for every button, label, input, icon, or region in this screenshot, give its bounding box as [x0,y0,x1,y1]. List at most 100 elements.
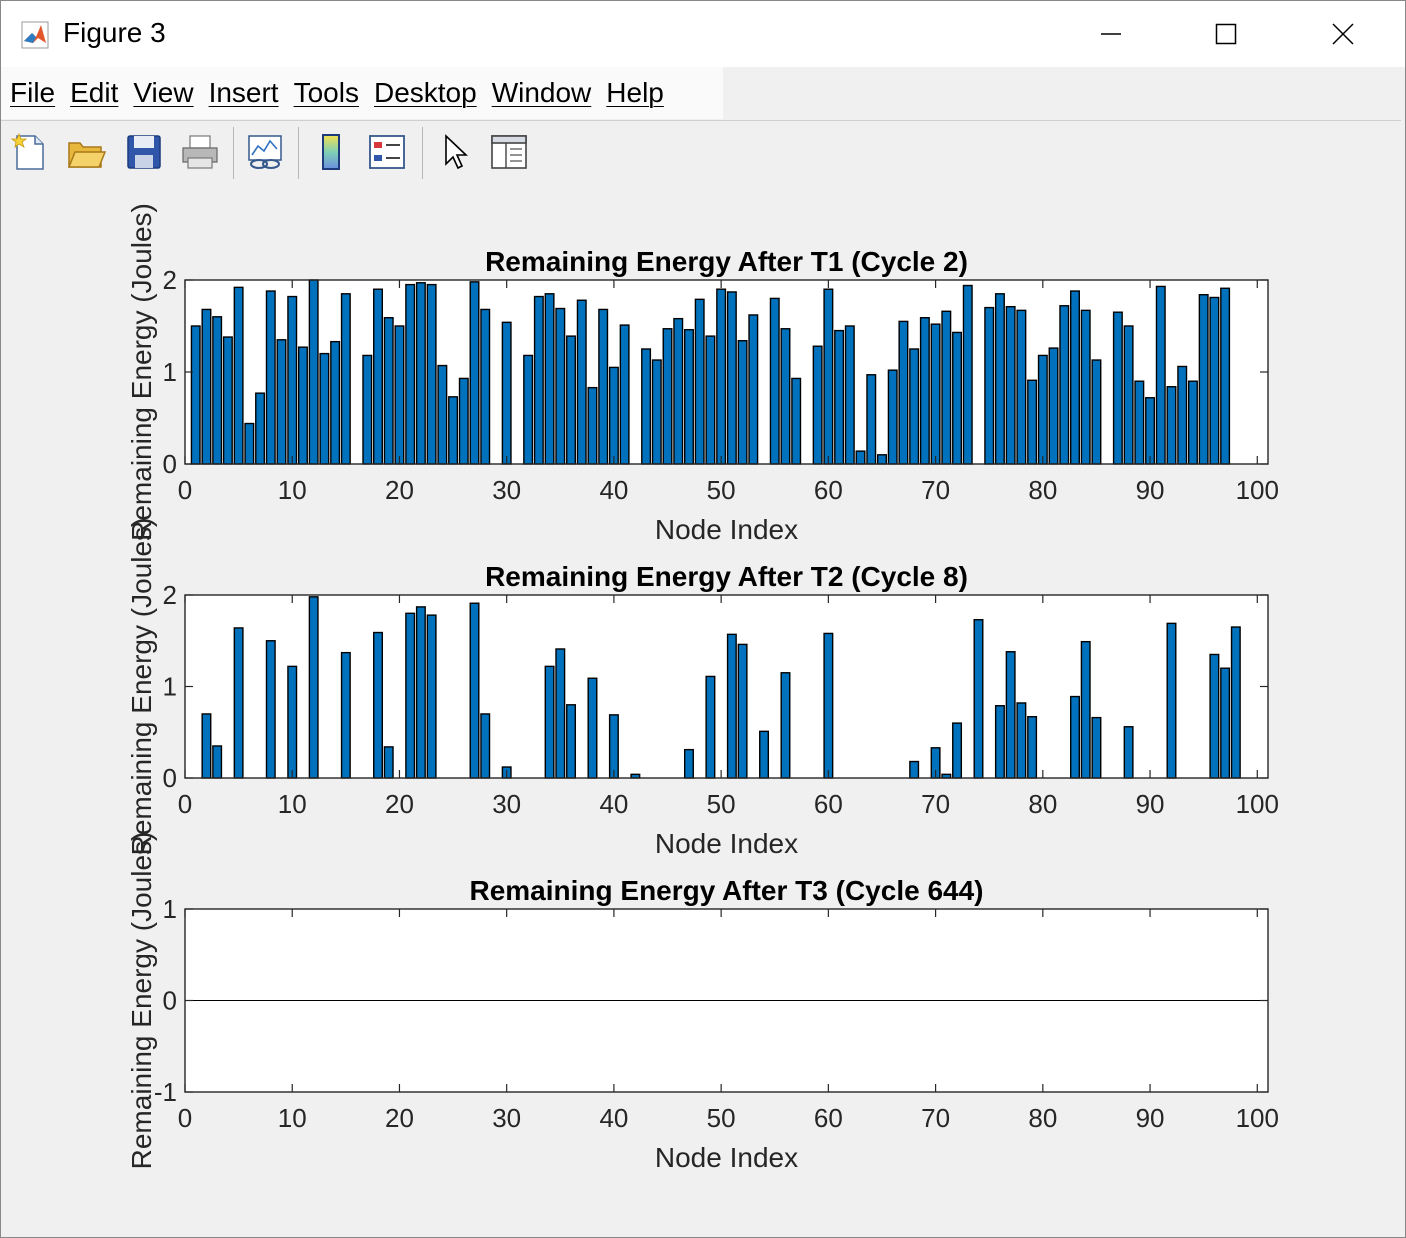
y-tick-label: 0 [163,763,177,793]
bar-node-76 [994,705,1005,779]
bar-node-23 [426,283,437,465]
bar-node-70 [930,323,941,465]
figure-canvas: 0 10 20 30 40 50 60 70 80 90 100 0 1 2 Remaining Energ… [1,183,1403,1233]
x-tick-label: 60 [814,475,843,505]
bar-node-36 [566,704,577,779]
x-tick-label: 90 [1136,1103,1165,1133]
bar-node-46 [673,317,684,465]
bar-node-38 [587,677,598,779]
bar-node-97 [1220,287,1231,465]
x-tick-label: 40 [599,1103,628,1133]
save-icon[interactable] [123,131,165,173]
bar-node-36 [566,335,577,465]
bar-node-68 [909,348,920,465]
bar-node-37 [576,299,587,465]
bar-node-13 [319,352,330,465]
menu-bar: File Edit View Insert Tools Desktop Wind… [1,67,1405,168]
bar-node-84 [1080,309,1091,465]
bar-node-49 [705,335,716,465]
bar-node-69 [919,317,930,465]
menu-tools[interactable]: Tools [293,77,359,108]
bar-node-43 [641,348,652,465]
bar-node-78 [1016,702,1027,779]
link-plot-icon[interactable] [244,131,286,173]
menu-insert[interactable]: Insert [208,77,279,108]
bar-node-83 [1070,695,1080,779]
edit-plot-arrow-icon[interactable] [435,131,477,173]
x-tick-label: 60 [814,789,843,819]
bar-node-11 [297,346,308,465]
x-tick-label: 10 [278,475,307,505]
y-axis-label: Remaining Energy (Joules) [126,518,157,856]
toolbar-separator [298,127,299,179]
bar-node-28 [480,308,491,465]
x-tick-label: 50 [707,789,736,819]
bar-node-12 [308,596,319,779]
y-axis-label: Remaining Energy (Joules) [126,203,157,541]
bar-node-89 [1134,380,1145,465]
bar-node-22 [415,282,426,465]
x-tick-label: 30 [492,475,521,505]
bar-node-92 [1166,622,1177,779]
property-inspector-icon[interactable] [488,131,530,173]
bar-node-10 [287,665,298,779]
bar-node-28 [480,713,491,779]
open-file-icon[interactable] [65,131,107,173]
y-tick-label: -1 [154,1077,177,1107]
menu-view[interactable]: View [133,77,194,108]
y-axis-label: Remaining Energy (Joules) [126,832,157,1170]
bar-node-56 [780,672,791,779]
new-figure-icon[interactable] [9,131,51,173]
x-tick-label: 70 [921,789,950,819]
x-tick-label: 40 [599,475,628,505]
close-icon [1332,23,1354,45]
bar-node-34 [544,665,555,779]
bar-node-50 [716,288,727,465]
bar-node-24 [437,364,448,465]
menu-edit[interactable]: Edit [70,77,119,108]
bar-node-98 [1230,626,1241,779]
legend-icon[interactable] [366,131,408,173]
y-tick-label: 2 [163,580,177,610]
bar-node-26 [458,377,469,465]
bar-node-73 [962,284,973,465]
colorbar-icon[interactable] [310,131,352,173]
x-tick-label: 90 [1136,789,1165,819]
x-tick-label: 100 [1236,475,1279,505]
bar-node-9 [276,339,287,465]
x-axis-label: Node Index [655,514,798,545]
bar-node-93 [1177,365,1188,465]
bar-node-27 [469,281,480,465]
bar-node-30 [501,321,512,465]
bar-node-40 [608,366,619,465]
x-tick-label: 0 [178,789,192,819]
bar-node-32 [523,354,534,465]
menu-help[interactable]: Help [606,77,664,108]
bar-node-61 [834,329,845,465]
menu-desktop[interactable]: Desktop [373,77,477,108]
y-tick-label: 1 [163,357,177,387]
x-axis-label: Node Index [655,1142,798,1173]
menu-file[interactable]: File [10,77,56,108]
bar-node-6 [244,422,255,465]
y-tick-label: 1 [163,894,177,924]
x-axis-label: Node Index [655,828,798,859]
x-tick-label: 20 [385,475,414,505]
x-tick-label: 80 [1028,1103,1057,1133]
bar-node-63 [855,450,866,465]
bar-node-87 [1112,311,1123,465]
bar-node-35 [555,648,566,779]
bar-node-51 [726,291,737,465]
menu-window[interactable]: Window [491,77,592,108]
minimize-button[interactable] [1081,13,1141,55]
print-icon[interactable] [179,131,221,173]
close-button[interactable] [1313,13,1373,55]
maximize-button[interactable] [1196,13,1256,55]
bar-node-78 [1016,309,1027,465]
bar-node-25 [448,396,459,465]
bar-node-21 [405,283,416,465]
toolbar-separator [233,127,234,179]
bar-node-59 [812,345,823,465]
bar-node-49 [705,675,716,779]
